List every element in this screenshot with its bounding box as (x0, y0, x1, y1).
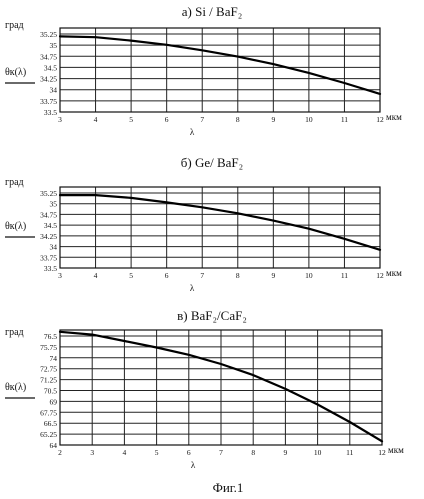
x-axis-label: λ (190, 283, 195, 293)
y-tick-label: 34 (50, 243, 58, 252)
y-tick-label: 33.5 (44, 264, 57, 273)
x-tick-label: 12 (376, 115, 384, 124)
y-tick-label: 72.75 (40, 365, 57, 374)
chart-2: б) Ge/ BaF₂345678910111235.253534.7534.5… (5, 155, 402, 293)
y-tick-label: 65.25 (40, 430, 57, 439)
y-axis-unit: град (5, 20, 24, 31)
plot-frame (60, 28, 380, 112)
x-axis-unit: мкм (386, 268, 402, 278)
y-tick-label: 35 (50, 41, 58, 50)
x-tick-label: 4 (94, 271, 98, 280)
y-tick-label: 33.75 (40, 253, 57, 262)
y-tick-label: 33.75 (40, 97, 57, 106)
x-tick-label: 6 (165, 271, 169, 280)
y-tick-label: 35.25 (40, 189, 57, 198)
y-axis-label: θк(λ) (5, 67, 26, 78)
chart-title: б) Ge/ BaF₂ (181, 155, 243, 170)
plot-frame (60, 187, 380, 268)
x-axis-unit: мкм (388, 445, 404, 455)
x-tick-label: 11 (341, 115, 348, 124)
charts-group: а) Si / BaF₂345678910111235.253534.7534.… (5, 4, 404, 470)
x-tick-label: 4 (123, 448, 127, 457)
x-tick-label: 3 (58, 271, 62, 280)
y-tick-label: 35.25 (40, 30, 57, 39)
y-tick-label: 71.25 (40, 376, 57, 385)
y-tick-label: 34.75 (40, 210, 57, 219)
x-tick-label: 5 (129, 271, 133, 280)
x-tick-label: 6 (187, 448, 191, 457)
y-tick-label: 75.75 (40, 343, 57, 352)
y-tick-label: 34.75 (40, 52, 57, 61)
x-tick-label: 3 (58, 115, 62, 124)
chart-title: в) BaF₂/CaF₂ (177, 308, 247, 323)
x-tick-label: 3 (90, 448, 94, 457)
y-axis-label: θк(λ) (5, 221, 26, 232)
x-tick-label: 9 (271, 115, 275, 124)
y-tick-label: 64 (50, 441, 58, 450)
x-axis-unit: мкм (386, 112, 402, 122)
y-tick-label: 35 (50, 200, 58, 209)
x-tick-label: 4 (94, 115, 98, 124)
x-axis-label: λ (190, 127, 195, 137)
x-tick-label: 10 (314, 448, 322, 457)
y-tick-label: 76.5 (44, 332, 57, 341)
y-tick-label: 33.5 (44, 108, 57, 117)
x-tick-label: 9 (271, 271, 275, 280)
y-tick-label: 34.5 (44, 63, 57, 72)
x-tick-label: 5 (129, 115, 133, 124)
y-tick-label: 34.25 (40, 75, 57, 84)
y-tick-label: 34.25 (40, 232, 57, 241)
y-tick-label: 34.5 (44, 221, 57, 230)
x-tick-label: 5 (155, 448, 159, 457)
x-axis-label: λ (191, 460, 196, 470)
x-tick-label: 8 (251, 448, 255, 457)
x-tick-label: 6 (165, 115, 169, 124)
x-tick-label: 7 (219, 448, 223, 457)
x-tick-label: 2 (58, 448, 62, 457)
x-tick-label: 8 (236, 271, 240, 280)
chart-1: а) Si / BaF₂345678910111235.253534.7534.… (5, 4, 402, 137)
x-tick-label: 8 (236, 115, 240, 124)
x-tick-label: 10 (305, 271, 313, 280)
x-tick-label: 10 (305, 115, 313, 124)
y-axis-label: θк(λ) (5, 382, 26, 393)
x-tick-label: 7 (200, 115, 204, 124)
chart-title: а) Si / BaF₂ (182, 4, 243, 19)
y-tick-label: 69 (50, 397, 58, 406)
y-tick-label: 66.5 (44, 419, 57, 428)
x-tick-label: 9 (284, 448, 288, 457)
x-tick-label: 11 (346, 448, 353, 457)
figure-caption: Фиг.1 (213, 480, 244, 495)
x-tick-label: 12 (376, 271, 384, 280)
y-tick-label: 67.75 (40, 408, 57, 417)
y-axis-unit: град (5, 327, 24, 338)
y-tick-label: 70.5 (44, 387, 57, 396)
y-axis-unit: град (5, 177, 24, 188)
x-tick-label: 12 (378, 448, 386, 457)
x-tick-label: 7 (200, 271, 204, 280)
y-tick-label: 74 (50, 354, 58, 363)
chart-3: в) BaF₂/CaF₂ 2 3 4 5 6 7 8 9 10 11 12 76.5 75.75 74 72.… (5, 308, 404, 470)
y-tick-label: 34 (50, 86, 58, 95)
x-tick-label: 11 (341, 271, 348, 280)
